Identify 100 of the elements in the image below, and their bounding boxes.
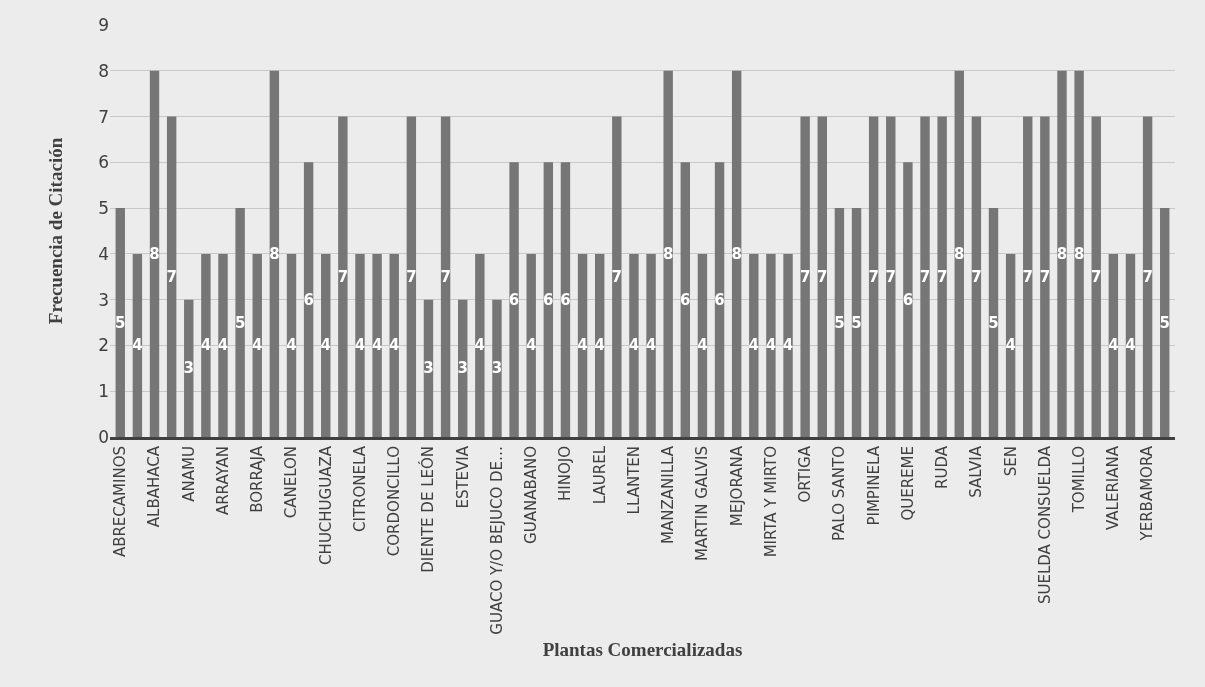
x-tick-label: ANAMU (179, 446, 198, 502)
bar (766, 253, 776, 437)
data-label: 5 (1159, 313, 1170, 332)
x-tick-label: SUELDA CONSUELDA (1035, 445, 1054, 605)
data-label: 4 (525, 336, 537, 355)
data-label: 7 (440, 267, 451, 286)
x-tick-label: CORDONCILLO (385, 446, 404, 557)
y-tick-label: 0 (98, 426, 109, 447)
data-label: 4 (1005, 336, 1016, 355)
x-tick-label: SALVIA (967, 445, 986, 498)
data-label: 4 (577, 336, 588, 355)
data-label: 4 (389, 336, 400, 355)
data-label: 3 (491, 359, 503, 378)
bar (594, 253, 605, 437)
bar (834, 208, 845, 437)
data-label: 3 (423, 359, 434, 378)
bar (1074, 70, 1084, 437)
bar (509, 162, 519, 437)
y-tick-label: 8 (98, 60, 109, 81)
bar (132, 253, 143, 437)
data-label: 5 (115, 313, 126, 332)
bar (886, 116, 896, 437)
data-label: 4 (697, 336, 708, 355)
data-label: 3 (183, 359, 194, 378)
data-label: 4 (200, 336, 212, 355)
x-tick-label: ESTEVIA (453, 445, 472, 509)
data-label: 7 (919, 267, 931, 286)
y-tick-label: 4 (98, 243, 109, 264)
data-label: 8 (269, 244, 280, 263)
data-label: 7 (166, 267, 177, 286)
data-label: 4 (748, 336, 760, 355)
y-tick-label: 3 (98, 289, 109, 310)
x-tick-label: VALERIANA (1104, 445, 1123, 530)
data-label: 7 (1022, 267, 1033, 286)
data-label: 7 (611, 267, 623, 286)
x-tick-label: RUDA (933, 445, 952, 489)
x-tick-label: GUACO Y/O BEJUCO DE… (487, 446, 506, 635)
bar (492, 299, 502, 437)
data-label: 8 (954, 244, 965, 263)
data-label: 5 (234, 313, 246, 332)
bar (115, 208, 125, 437)
x-tick-label: MANZANILLA (659, 445, 678, 544)
y-tick-label: 7 (98, 106, 109, 127)
data-label: 6 (303, 290, 314, 309)
x-axis-title: Plantas Comercializadas (542, 639, 743, 661)
bar (166, 116, 177, 437)
data-label: 4 (286, 336, 297, 355)
bar (218, 253, 228, 437)
bar (201, 253, 211, 437)
data-label: 4 (782, 336, 794, 355)
x-tick-label: CHUCHUGUAZA (316, 445, 335, 565)
x-tick-label: TOMILLO (1069, 446, 1088, 514)
bar (1091, 116, 1101, 437)
bar (526, 253, 536, 437)
bar (252, 253, 262, 437)
bar (731, 70, 742, 437)
x-tick-label: PIMPINELA (864, 445, 883, 526)
data-label: 4 (132, 336, 143, 355)
data-label: 4 (594, 336, 605, 355)
data-label: 5 (851, 313, 862, 332)
data-label: 7 (971, 267, 982, 286)
bar (286, 253, 297, 437)
bar (1023, 116, 1033, 437)
data-label: 8 (1073, 244, 1085, 263)
data-label: 7 (337, 267, 349, 286)
bar (406, 116, 417, 437)
x-tick-label: MARTIN GALVIS (693, 446, 712, 561)
bar (1005, 253, 1016, 437)
data-label: 7 (817, 267, 828, 286)
bar (1160, 208, 1170, 437)
data-label: 7 (868, 267, 879, 286)
data-label: 4 (252, 336, 263, 355)
bar (235, 208, 245, 437)
x-tick-label: MIRTA Y MIRTO (761, 446, 780, 558)
data-label: 4 (320, 336, 331, 355)
bar (355, 253, 365, 437)
data-label: 4 (474, 336, 486, 355)
x-tick-label: LAUREL (590, 445, 609, 505)
x-tick-label: DIENTE DE LEÓN (418, 446, 438, 573)
x-tick-label: CITRONELA (350, 445, 369, 532)
data-label: 4 (371, 336, 383, 355)
x-tick-label: CANELON (282, 446, 301, 519)
bar (440, 116, 451, 437)
bar (577, 253, 588, 437)
y-axis-title: Frecuencia de Citación (45, 137, 66, 325)
bar (937, 116, 947, 437)
data-label: 7 (1142, 267, 1153, 286)
bar (663, 70, 673, 437)
x-tick-label: QUEREME (898, 446, 917, 521)
bar (321, 253, 331, 437)
x-tick-label: MEJORANA (727, 445, 746, 527)
bar (851, 208, 862, 437)
bar (475, 253, 485, 437)
data-label: 7 (1091, 267, 1102, 286)
y-tick-label: 9 (98, 14, 109, 35)
data-label: 5 (834, 313, 845, 332)
data-label: 8 (149, 244, 160, 263)
data-label: 7 (799, 267, 811, 286)
x-tick-label: PALO SANTO (830, 446, 849, 541)
bar (1108, 253, 1119, 437)
